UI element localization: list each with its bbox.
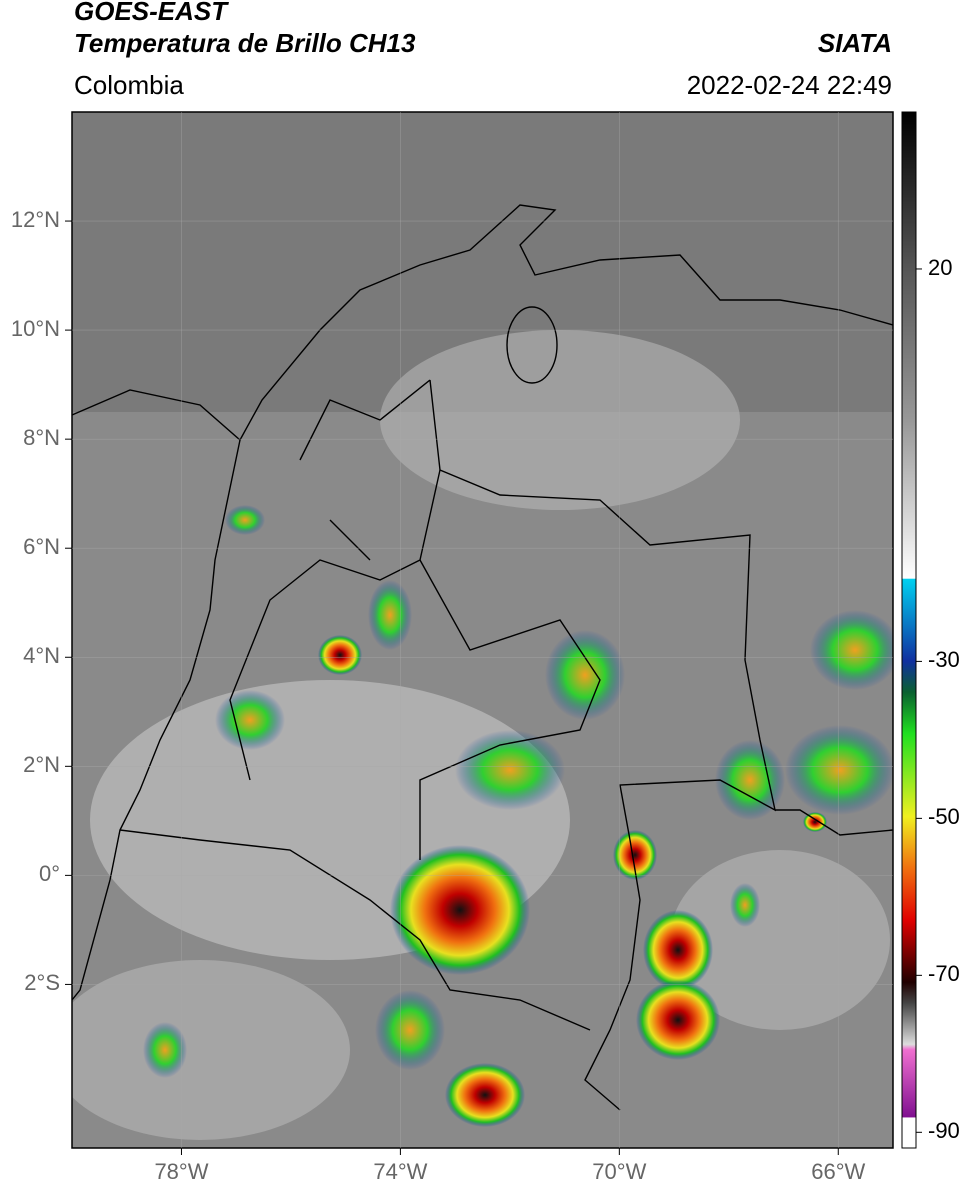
x-tick-label: 78°W bbox=[154, 1159, 208, 1184]
colorbar-tick-label: -90 bbox=[928, 1118, 960, 1143]
x-tick-label: 74°W bbox=[373, 1159, 427, 1184]
y-tick-label: 2°S bbox=[24, 970, 60, 995]
source: SIATA bbox=[818, 28, 892, 58]
region: Colombia bbox=[74, 70, 184, 100]
y-tick-label: 12°N bbox=[11, 207, 60, 232]
colorbar-tick-label: -30 bbox=[928, 647, 960, 672]
y-tick-label: 2°N bbox=[23, 752, 60, 777]
colorbar bbox=[901, 111, 917, 1149]
y-tick-label: 6°N bbox=[23, 534, 60, 559]
y-tick-label: 8°N bbox=[23, 425, 60, 450]
x-tick-label: 70°W bbox=[592, 1159, 646, 1184]
title: GOES-EAST bbox=[74, 0, 229, 26]
y-tick-label: 0° bbox=[39, 861, 60, 886]
datetime: 2022-02-24 22:49 bbox=[687, 70, 892, 100]
subtitle: Temperatura de Brillo CH13 bbox=[74, 28, 416, 58]
map-frame bbox=[71, 111, 894, 1149]
y-tick-label: 4°N bbox=[23, 643, 60, 668]
satellite-image bbox=[72, 112, 893, 1148]
colorbar-tick-label: 20 bbox=[928, 255, 952, 280]
colorbar-tick-label: -70 bbox=[928, 961, 960, 986]
colorbar-tick-label: -50 bbox=[928, 804, 960, 829]
y-tick-label: 10°N bbox=[11, 316, 60, 341]
x-tick-label: 66°W bbox=[811, 1159, 865, 1184]
